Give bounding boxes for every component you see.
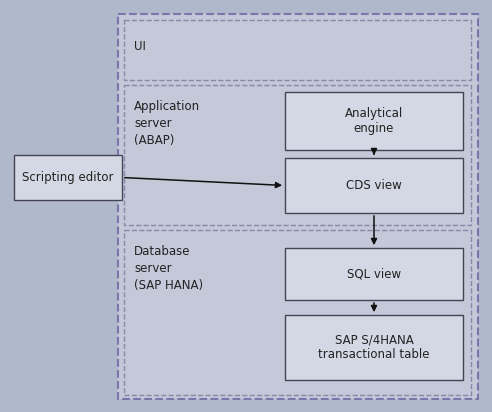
Text: SAP S/4HANA
transactional table: SAP S/4HANA transactional table [318, 333, 430, 361]
Bar [118, 14, 478, 399]
Text: UI: UI [134, 40, 146, 53]
Text: Analytical
engine: Analytical engine [345, 107, 403, 135]
Text: SQL view: SQL view [347, 267, 401, 281]
Text: Database
server
(SAP HANA): Database server (SAP HANA) [134, 245, 203, 292]
Text: Scripting editor: Scripting editor [22, 171, 114, 184]
Bar [124, 230, 471, 395]
Bar [285, 158, 463, 213]
Text: Application
server
(ABAP): Application server (ABAP) [134, 100, 200, 147]
Bar [285, 248, 463, 300]
Bar [14, 155, 122, 200]
Bar [124, 85, 471, 225]
Bar [124, 20, 471, 80]
Bar [285, 315, 463, 380]
Text: CDS view: CDS view [346, 179, 402, 192]
Bar [285, 92, 463, 150]
